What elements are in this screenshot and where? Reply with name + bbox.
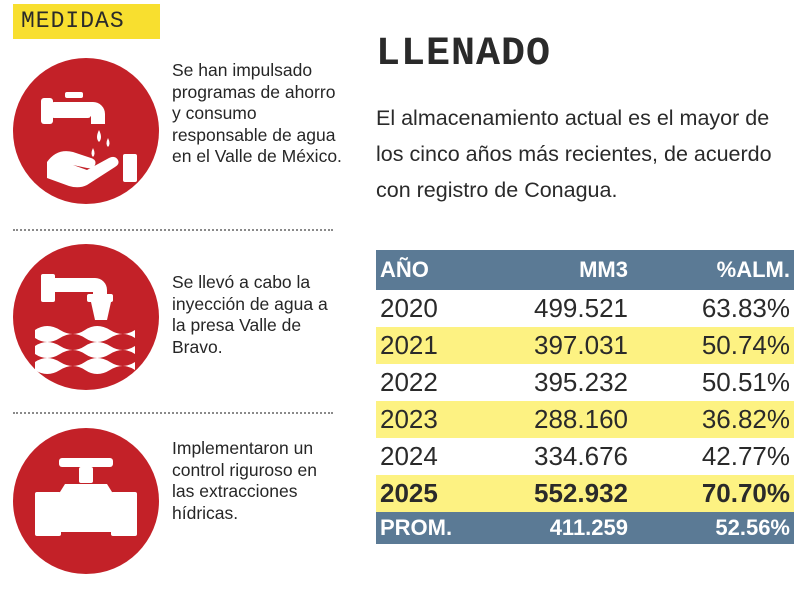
storage-table: AÑO MM3 %ALM. 2020 499.521 63.83% 2021 3… <box>376 250 794 544</box>
cell-pct: 50.51% <box>701 367 790 397</box>
average-mm3: 411.259 <box>494 512 632 544</box>
measure-text: Implementaron un control riguroso en las… <box>172 438 317 523</box>
valve-icon <box>13 428 159 574</box>
section-title: LLENADO <box>376 32 552 77</box>
section-description: El almacenamiento actual es el mayor de … <box>376 106 772 202</box>
cell-mm3: 334.676 <box>534 441 628 471</box>
cell-pct: 50.74% <box>632 327 794 364</box>
divider <box>13 412 333 414</box>
table-row: 2023 288.160 36.82% <box>376 401 794 438</box>
cell-pct: 42.77% <box>701 441 790 471</box>
cell-year: 2024 <box>380 441 438 471</box>
cell-mm3: 499.521 <box>534 293 628 323</box>
pipe-water-icon <box>13 244 159 390</box>
cell-year: 2025 <box>376 475 494 512</box>
cell-pct: 36.82% <box>632 401 794 438</box>
average-label: PROM. <box>376 512 494 544</box>
divider <box>13 229 333 231</box>
column-header: MM3 <box>494 250 632 290</box>
measure-item: Se han impulsado programas de ahorro y c… <box>13 58 342 208</box>
table-row: 2024 334.676 42.77% <box>376 438 794 475</box>
cell-mm3: 395.232 <box>534 367 628 397</box>
average-pct: 52.56% <box>632 512 794 544</box>
measure-text: Se llevó a cabo la inyección de agua a l… <box>172 272 328 357</box>
cell-year: 2022 <box>380 367 438 397</box>
cell-year: 2020 <box>380 293 438 323</box>
measure-item: Se llevó a cabo la inyección de agua a l… <box>13 244 340 394</box>
measure-item: Implementaron un control riguroso en las… <box>13 428 340 578</box>
medidas-tag: MEDIDAS <box>13 4 160 39</box>
cell-year: 2023 <box>376 401 494 438</box>
cell-pct: 63.83% <box>701 293 790 323</box>
cell-pct: 70.70% <box>632 475 794 512</box>
cell-mm3: 552.932 <box>494 475 632 512</box>
column-header: %ALM. <box>632 250 794 290</box>
table-row: 2020 499.521 63.83% <box>376 290 794 327</box>
table-row: 2021 397.031 50.74% <box>376 327 794 364</box>
cell-year: 2021 <box>376 327 494 364</box>
hand-faucet-icon <box>13 58 159 204</box>
measure-text: Se han impulsado programas de ahorro y c… <box>172 60 342 166</box>
table-row: 2025 552.932 70.70% <box>376 475 794 512</box>
cell-mm3: 288.160 <box>494 401 632 438</box>
table-header-row: AÑO MM3 %ALM. <box>376 250 794 290</box>
table-average-row: PROM. 411.259 52.56% <box>376 512 794 544</box>
cell-mm3: 397.031 <box>494 327 632 364</box>
table-row: 2022 395.232 50.51% <box>376 364 794 401</box>
column-header: AÑO <box>376 250 494 290</box>
